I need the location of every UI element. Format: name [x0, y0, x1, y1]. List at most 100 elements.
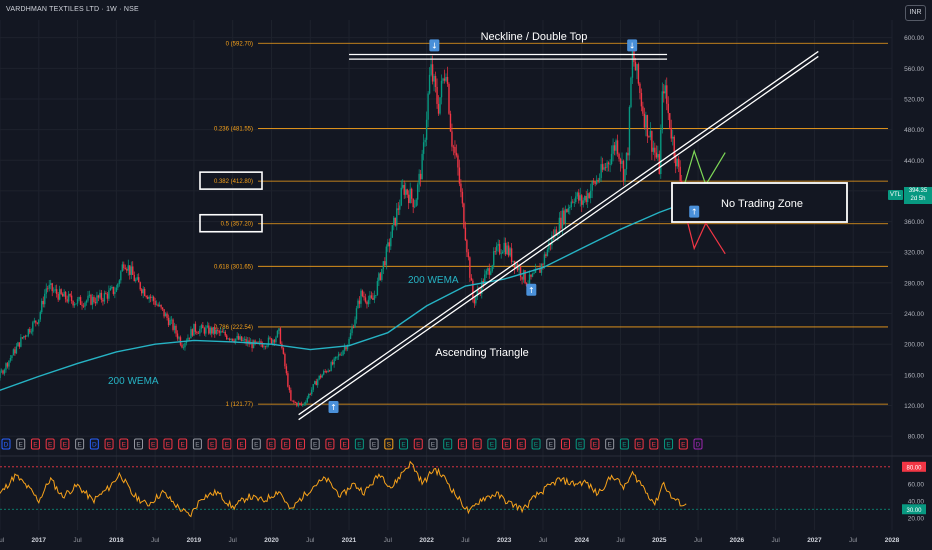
- candle-body: [642, 106, 644, 114]
- candle-body: [60, 289, 62, 294]
- fib-level-label: 0.5 (357.20): [221, 222, 253, 228]
- candle-body: [163, 309, 165, 317]
- time-axis-tick: 2023: [497, 537, 512, 544]
- candle-body: [595, 179, 598, 185]
- candle-body: [560, 217, 562, 229]
- candle-body: [660, 129, 662, 175]
- candle-body: [243, 339, 246, 341]
- candle-body: [158, 304, 161, 307]
- candle-body: [518, 267, 520, 271]
- candle-body: [361, 290, 364, 297]
- candle-body: [579, 195, 581, 201]
- candle-body: [317, 379, 319, 386]
- candle-body: [604, 167, 607, 169]
- candle-body: [12, 349, 15, 356]
- candle-body: [120, 271, 122, 281]
- candle-body: [613, 145, 616, 151]
- candle-body: [44, 293, 46, 305]
- currency-button[interactable]: INR: [905, 5, 926, 21]
- candle-body: [211, 327, 213, 334]
- candle-body: [440, 80, 443, 98]
- candle-body: [79, 297, 82, 305]
- candle-body: [0, 370, 3, 372]
- candle-body: [203, 328, 206, 334]
- ema-label-upper: 200 WEMA: [408, 275, 459, 286]
- candle-body: [320, 375, 322, 378]
- candle-body: [636, 64, 638, 71]
- candle-body: [333, 358, 335, 365]
- candle-body: [576, 192, 578, 197]
- event-badge: [619, 438, 629, 450]
- trend-touch-marker-arrow: ↑: [691, 208, 698, 217]
- candle-body: [625, 152, 628, 170]
- event-badge: [266, 438, 276, 450]
- candle-body: [651, 131, 653, 152]
- time-axis-tick: 2018: [109, 537, 124, 544]
- candle-body: [202, 325, 204, 329]
- candle-body: [334, 356, 337, 359]
- fib-level-label: 0 (592.70): [226, 41, 253, 47]
- candle-body: [645, 115, 647, 128]
- candle-body: [454, 147, 456, 153]
- event-badge: [310, 438, 320, 450]
- candle-body: [87, 295, 89, 301]
- candle-body: [399, 205, 401, 210]
- candle-body: [188, 337, 191, 339]
- candle-body: [303, 403, 305, 405]
- candle-body: [534, 268, 537, 273]
- candle-body: [564, 209, 567, 224]
- candle-body: [141, 289, 143, 294]
- candle-body: [396, 208, 398, 226]
- candle-body: [32, 322, 34, 332]
- candle-body: [293, 400, 295, 403]
- candle-body: [563, 210, 565, 224]
- candle-body: [469, 257, 471, 278]
- candle-body: [209, 327, 212, 334]
- candle-body: [624, 169, 626, 181]
- event-badge: [649, 438, 659, 450]
- event-badge-label: E: [593, 442, 598, 449]
- candle-body: [664, 85, 666, 94]
- candle-body: [149, 296, 152, 298]
- rsi-line: [0, 460, 687, 518]
- event-badge-label: E: [239, 442, 244, 449]
- candle-body: [566, 209, 568, 213]
- event-badge: [251, 438, 261, 450]
- candle-body: [609, 164, 611, 165]
- trendline-upper: [298, 50, 819, 416]
- candle-body: [643, 113, 646, 128]
- rsi-level-label: 80.00: [906, 465, 922, 471]
- event-badge-label: D: [92, 442, 97, 449]
- candle-body: [379, 273, 382, 280]
- candle-body: [630, 77, 632, 107]
- candle-body: [446, 76, 449, 84]
- candle-body: [132, 266, 134, 275]
- candle-body: [175, 325, 177, 334]
- pattern-top-marker-arrow: ↓: [431, 41, 438, 50]
- candle-body: [82, 305, 85, 307]
- time-axis-tick: Jul: [229, 537, 238, 544]
- candle-body: [275, 337, 277, 343]
- candle-body: [263, 346, 265, 348]
- candle-body: [252, 340, 255, 349]
- candle-body: [658, 154, 661, 175]
- candle-body: [96, 295, 98, 304]
- event-badge-label: E: [534, 442, 539, 449]
- event-badge-label: E: [181, 442, 186, 449]
- candle-body: [607, 162, 610, 165]
- candle-body: [442, 78, 444, 81]
- candle-body: [257, 341, 259, 343]
- candle-body: [639, 83, 641, 93]
- candle-body: [308, 393, 310, 398]
- candle-body: [542, 263, 544, 265]
- event-badge-label: E: [652, 442, 657, 449]
- event-badge: [472, 438, 482, 450]
- candle-body: [61, 293, 64, 297]
- rsi-axis-tick: 20.00: [908, 515, 925, 522]
- candle-body: [415, 199, 417, 207]
- fib-level-label: 1 (121.77): [226, 402, 253, 408]
- time-axis-tick: Jul: [384, 537, 393, 544]
- last-price-number: 394.35: [908, 188, 928, 194]
- neckline-label: Neckline / Double Top: [481, 31, 588, 43]
